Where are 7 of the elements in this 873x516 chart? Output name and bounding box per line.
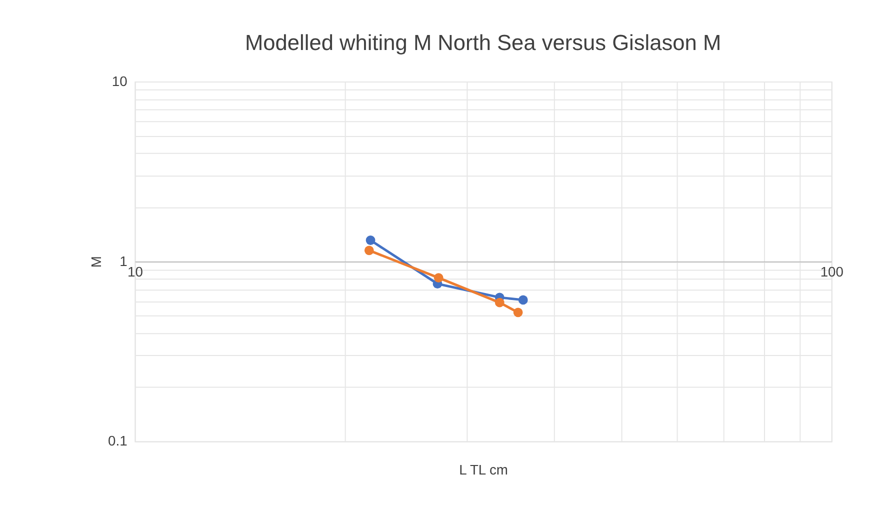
x-tick-label: 100 — [820, 264, 844, 280]
y-tick-label: 0.1 — [108, 432, 128, 449]
y-axis-title: M — [88, 256, 104, 268]
x-axis-title: L TL cm — [459, 461, 508, 478]
chart-title: Modelled whiting M North Sea versus Gislason M — [245, 30, 722, 55]
y-tick-label: 1 — [120, 252, 128, 269]
y-tick-label: 10 — [112, 72, 128, 89]
